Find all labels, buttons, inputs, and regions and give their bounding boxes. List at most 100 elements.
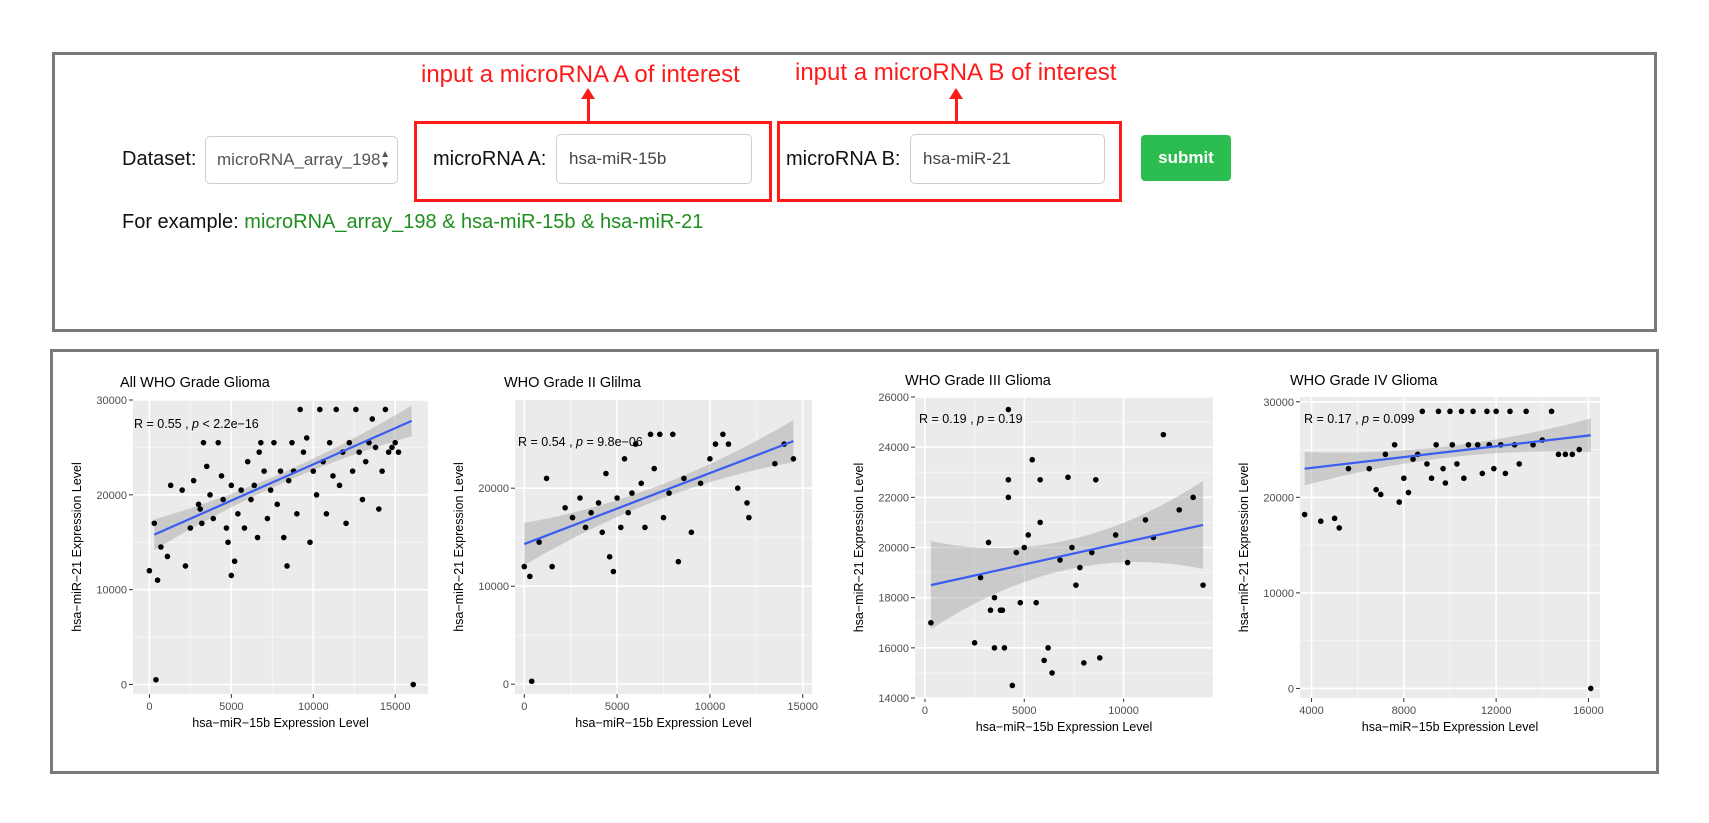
p-value: = 0.19 <box>984 412 1023 426</box>
x-tick-label: 0 <box>922 705 928 717</box>
mirna-a-input[interactable] <box>556 134 752 184</box>
y-tick-label: 30000 <box>1263 397 1294 409</box>
data-point <box>248 496 254 503</box>
data-point <box>187 525 194 531</box>
chart-title: WHO Grade III Glioma <box>905 373 1052 389</box>
data-point <box>241 525 248 531</box>
data-point <box>614 495 620 501</box>
data-point <box>1396 499 1403 505</box>
data-point <box>1507 408 1513 415</box>
mirna-b-input[interactable] <box>910 134 1105 184</box>
data-point <box>991 594 998 601</box>
data-point <box>1112 532 1119 538</box>
data-point <box>330 473 336 479</box>
p-label: p <box>575 435 583 449</box>
p-value: < 2.2e−16 <box>199 417 259 431</box>
data-point <box>521 563 528 570</box>
data-point <box>376 506 382 512</box>
data-point <box>621 456 628 462</box>
query-form-panel <box>52 52 1657 332</box>
y-tick-label: 24000 <box>878 442 909 454</box>
data-point <box>254 534 261 541</box>
x-tick-label: 5000 <box>605 701 629 713</box>
data-point <box>1491 465 1497 472</box>
y-tick-label: 14000 <box>878 693 909 705</box>
y-tick-label: 20000 <box>1263 492 1294 504</box>
stats-separator: , <box>967 412 977 426</box>
data-point <box>660 514 667 521</box>
data-point <box>1555 451 1562 458</box>
data-point <box>343 520 349 527</box>
data-point <box>1479 470 1486 477</box>
y-tick-label: 0 <box>121 680 127 692</box>
regression-line <box>930 523 1204 587</box>
correlation-stats: R = 0.54 , p = 9.8e−06 <box>518 435 643 449</box>
y-tick-label: 30000 <box>96 395 127 407</box>
data-point <box>303 435 310 441</box>
data-point <box>251 482 258 489</box>
dataset-label: Dataset: <box>122 148 197 170</box>
x-axis-label: hsa−miR−15b Expression Level <box>192 716 369 730</box>
correlation-stats: R = 0.17 , p = 0.099 <box>1304 412 1415 426</box>
data-point <box>154 577 161 583</box>
data-point <box>313 492 320 498</box>
data-point <box>1428 475 1435 482</box>
data-point <box>1502 470 1509 477</box>
data-point <box>1065 474 1071 481</box>
data-point <box>1433 441 1439 448</box>
data-point <box>1009 682 1016 689</box>
data-point <box>744 500 750 506</box>
data-point <box>231 558 238 565</box>
data-point <box>190 477 197 484</box>
data-point <box>977 574 984 581</box>
data-point <box>632 441 639 447</box>
arrow-up-icon <box>949 88 963 121</box>
data-point <box>158 544 164 550</box>
data-point <box>359 496 366 503</box>
data-point <box>207 492 213 498</box>
data-point <box>582 524 589 531</box>
submit-button[interactable]: submit <box>1141 135 1231 181</box>
x-axis-label: hsa−miR−15b Expression Level <box>1362 720 1539 734</box>
data-point <box>610 568 617 575</box>
x-axis-label: hsa−miR−15b Expression Level <box>575 716 752 730</box>
data-point <box>200 439 207 446</box>
data-point <box>1017 599 1024 606</box>
data-point <box>599 529 606 536</box>
x-tick-label: 15000 <box>380 701 411 713</box>
data-point <box>1465 441 1472 448</box>
data-point <box>1037 519 1043 526</box>
data-point <box>333 406 340 413</box>
data-point <box>235 511 241 517</box>
data-point <box>527 573 533 580</box>
data-point <box>1587 685 1594 692</box>
dataset-select[interactable]: microRNA_array_198 ▲ ▼ <box>205 136 398 184</box>
x-tick-label: 16000 <box>1573 705 1604 717</box>
example-link[interactable]: microRNA_array_198 & hsa-miR-15b & hsa-m… <box>244 211 704 233</box>
y-tick-label: 10000 <box>96 585 127 597</box>
data-point <box>1190 494 1196 501</box>
scatter-chart-4: 4000 8000 12000 16000 0 10000 20000 30000 R = 0.… <box>1237 373 1604 734</box>
data-point <box>712 441 719 447</box>
data-point <box>182 563 189 569</box>
data-point <box>349 468 356 474</box>
data-point <box>151 520 158 527</box>
p-value: = 9.8e−06 <box>583 435 643 449</box>
data-point <box>267 487 274 493</box>
mirna-b-label: microRNA B: <box>786 148 901 170</box>
data-point <box>595 500 602 506</box>
data-point <box>285 477 292 484</box>
data-point <box>167 482 174 489</box>
data-point <box>326 439 333 446</box>
x-tick-label: 0 <box>146 701 152 713</box>
data-point <box>1470 408 1476 415</box>
data-point <box>991 645 998 651</box>
data-point <box>1435 408 1442 415</box>
data-point <box>971 640 978 646</box>
data-point <box>985 539 992 546</box>
correlation-r: R = 0.54 <box>518 435 566 449</box>
correlation-r: R = 0.19 <box>919 412 967 426</box>
data-point <box>629 490 635 496</box>
y-axis-label: hsa−miR−21 Expression Level <box>452 462 466 632</box>
data-point <box>1377 491 1384 498</box>
